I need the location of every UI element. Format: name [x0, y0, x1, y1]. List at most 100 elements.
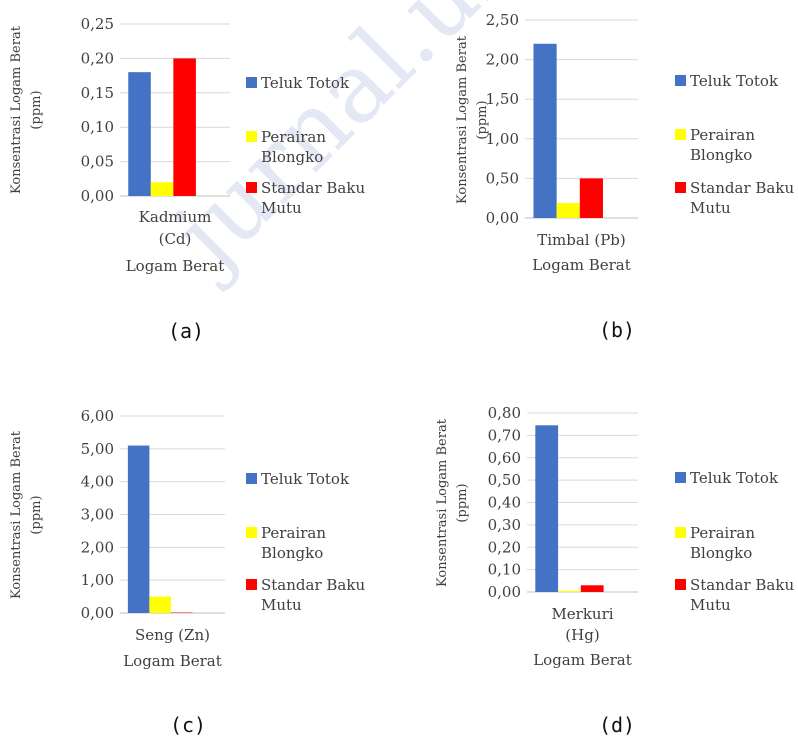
bar-teluk-totok [535, 425, 559, 592]
y-tick-label: 0,20 [81, 49, 114, 67]
chart-panel-3: 0,00 1,00 2,00 3,00 4,00 5,00 6,00 Seng (Zn) Log… [9, 407, 365, 737]
x-axis-title: Logam Berat [533, 651, 632, 669]
y-tick-label: 0,70 [488, 426, 521, 444]
legend-swatch [675, 182, 686, 193]
y-tick-label: 1,00 [81, 571, 114, 589]
y-tick-label: 3,00 [81, 506, 114, 524]
legend-label: Mutu [690, 199, 731, 217]
y-tick-label: 0,00 [81, 604, 114, 622]
y-tick-label: 0,25 [81, 15, 114, 33]
bar-perairan-blongko [150, 182, 174, 196]
x-axis-title: Logam Berat [532, 256, 631, 274]
bar-teluk-totok [128, 72, 151, 196]
y-axis-title: (ppm) [475, 100, 490, 139]
legend-swatch [246, 77, 257, 88]
y-tick-label: 0,50 [486, 169, 519, 187]
y-tick-label: 2,50 [486, 11, 519, 29]
legend-swatch [246, 527, 257, 538]
bar-teluk-totok [127, 445, 150, 613]
category-label: Seng (Zn) [135, 626, 210, 644]
y-tick-label: 5,00 [81, 440, 114, 458]
y-tick-label: 0,15 [81, 84, 114, 102]
legend-swatch [246, 131, 257, 142]
panel-label: (d) [599, 713, 635, 737]
panel-label: (b) [599, 318, 635, 342]
y-axis-title: (ppm) [29, 495, 44, 534]
category-label: Kadmium [139, 208, 212, 226]
y-tick-label: 4,00 [81, 473, 114, 491]
legend-label: Perairan [261, 524, 326, 542]
y-tick-label: 0,30 [488, 516, 521, 534]
y-tick-label: 0,40 [488, 494, 521, 512]
legend-label: Teluk Totok [690, 72, 779, 90]
legend-label: Teluk Totok [261, 74, 350, 92]
legend-label: Mutu [261, 199, 302, 217]
y-tick-label: 0,00 [81, 187, 114, 205]
y-axis-title: Konsentrasi Logam Berat [455, 35, 470, 204]
chart-panel-4: 0,00 0,10 0,20 0,30 0,40 0,50 0,60 0,70 0,80 Merk… [435, 404, 794, 737]
panel-label: (c) [170, 713, 206, 737]
y-axis-title: Konsentrasi Logam Berat [9, 25, 24, 194]
y-tick-label: 0,50 [488, 471, 521, 489]
chart-panel-1: 0,00 0,05 0,10 0,15 0,20 0,25 Kadmium (Cd) Logam… [9, 15, 365, 343]
y-axis-title: (ppm) [29, 90, 44, 129]
legend-label: Blongko [690, 544, 752, 562]
y-tick-label: 0,60 [488, 449, 521, 467]
legend-label: Teluk Totok [690, 469, 779, 487]
chart-panel-2: 0,00 0,50 1,00 1,50 2,00 2,50 Timbal (Pb) Logam… [455, 11, 794, 342]
legend-swatch [675, 579, 686, 590]
legend-label: Perairan [690, 524, 755, 542]
y-tick-label: 0,80 [488, 404, 521, 422]
y-axis-title: (ppm) [455, 483, 470, 522]
category-label: Merkuri [551, 605, 613, 623]
y-tick-label: 1,00 [486, 130, 519, 148]
panel-label: (a) [168, 319, 204, 343]
bar-standar-baku-mutu [170, 612, 193, 613]
legend-label: Perairan [261, 128, 326, 146]
legend-swatch [675, 75, 686, 86]
y-tick-label: 0,05 [81, 153, 114, 171]
bar-teluk-totok [533, 43, 557, 219]
legend-label: Standar Baku [690, 576, 794, 594]
y-axis-title: Konsentrasi Logam Berat [9, 430, 24, 599]
bar-perairan-blongko [558, 590, 581, 592]
legend-swatch [675, 527, 686, 538]
bar-perairan-blongko [149, 596, 171, 613]
legend-label: Mutu [261, 596, 302, 614]
legend-label: Blongko [261, 544, 323, 562]
y-tick-label: 0,00 [488, 583, 521, 601]
legend-label: Teluk Totok [261, 470, 350, 488]
y-tick-label: 1,50 [486, 90, 519, 108]
legend-label: Standar Baku [690, 179, 794, 197]
legend-label: Blongko [690, 146, 752, 164]
y-tick-label: 0,10 [81, 118, 114, 136]
legend-label: Mutu [690, 596, 731, 614]
y-tick-label: 0,10 [488, 561, 521, 579]
x-axis-title: Logam Berat [126, 257, 225, 275]
legend-label: Blongko [261, 148, 323, 166]
category-label: Timbal (Pb) [537, 231, 626, 249]
legend-label: Perairan [690, 126, 755, 144]
charts-layer: 0,00 0,05 0,10 0,15 0,20 0,25 Kadmium (Cd) Logam… [9, 11, 794, 737]
legend-label: Standar Baku [261, 179, 365, 197]
legend-label: Standar Baku [261, 576, 365, 594]
y-axis-title: Konsentrasi Logam Berat [435, 418, 450, 587]
legend-swatch [675, 472, 686, 483]
legend-swatch [246, 473, 257, 484]
y-tick-label: 2,00 [486, 51, 519, 69]
bar-standar-baku-mutu [580, 585, 604, 592]
legend-swatch [246, 182, 257, 193]
category-label: (Hg) [565, 626, 599, 644]
legend-swatch [675, 129, 686, 140]
bar-perairan-blongko [556, 202, 580, 218]
y-tick-label: 0,00 [486, 209, 519, 227]
y-tick-label: 0,20 [488, 538, 521, 556]
y-tick-label: 2,00 [81, 538, 114, 556]
bar-standar-baku-mutu [579, 178, 603, 218]
bar-standar-baku-mutu [173, 58, 196, 197]
category-label: (Cd) [159, 230, 192, 248]
x-axis-title: Logam Berat [123, 652, 222, 670]
y-tick-label: 6,00 [81, 407, 114, 425]
legend-swatch [246, 579, 257, 590]
